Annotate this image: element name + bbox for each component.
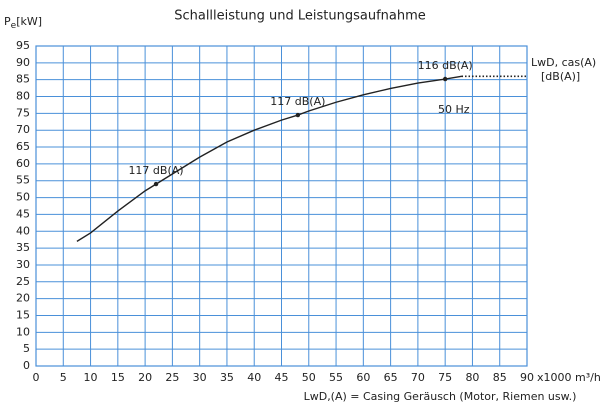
x-tick-label: 65 bbox=[384, 371, 398, 384]
marker bbox=[442, 76, 448, 82]
x-tick-label: 85 bbox=[493, 371, 507, 384]
y-tick-label: 35 bbox=[16, 241, 30, 254]
y-tick-label: 0 bbox=[23, 359, 30, 372]
curve bbox=[76, 75, 462, 242]
y-tick-label: 55 bbox=[16, 174, 30, 187]
x-tick-label: 15 bbox=[111, 371, 125, 384]
x-tick-label: 50 bbox=[302, 371, 316, 384]
y-tick-label: 90 bbox=[16, 56, 30, 69]
marker bbox=[295, 112, 301, 118]
y-tick-label: 20 bbox=[16, 292, 30, 305]
y-label-main: P bbox=[4, 15, 11, 28]
y-tick-label: 45 bbox=[16, 207, 30, 220]
x-tick-label: 55 bbox=[329, 371, 343, 384]
y-tick-label: 50 bbox=[16, 191, 30, 204]
frequency-note: 50 Hz bbox=[438, 103, 470, 116]
chart-title: Schallleistung und Leistungsaufnahme bbox=[174, 9, 426, 24]
marker-label: 116 dB(A) bbox=[418, 59, 473, 72]
right-note: LwD, cas(A) bbox=[531, 56, 596, 69]
x-tick-label: 20 bbox=[138, 371, 152, 384]
x-tick-label: 60 bbox=[356, 371, 370, 384]
y-tick-label: 30 bbox=[16, 258, 30, 271]
x-axis-label: x1000 m³/h bbox=[537, 371, 600, 384]
x-tick-label: 90 bbox=[520, 371, 534, 384]
x-tick-label: 5 bbox=[60, 371, 67, 384]
x-tick-label: 45 bbox=[275, 371, 289, 384]
y-tick-label: 5 bbox=[23, 342, 30, 355]
x-tick-label: 0 bbox=[33, 371, 40, 384]
y-label-unit: [kW] bbox=[16, 15, 42, 28]
x-tick-label: 10 bbox=[84, 371, 98, 384]
footnote: LwD,(A) = Casing Geräusch (Motor, Riemen… bbox=[304, 390, 577, 403]
marker-label: 117 dB(A) bbox=[270, 95, 325, 108]
y-axis-label: Pe[kW] bbox=[4, 15, 42, 31]
y-tick-label: 80 bbox=[16, 90, 30, 103]
x-tick-label: 75 bbox=[438, 371, 452, 384]
x-tick-label: 40 bbox=[247, 371, 261, 384]
y-tick-label: 75 bbox=[16, 106, 30, 119]
x-tick-label: 35 bbox=[220, 371, 234, 384]
marker bbox=[153, 181, 159, 187]
x-tick-label: 25 bbox=[165, 371, 179, 384]
y-tick-label: 65 bbox=[16, 140, 30, 153]
y-tick-label: 70 bbox=[16, 123, 30, 136]
x-tick-label: 80 bbox=[465, 371, 479, 384]
y-tick-label: 25 bbox=[16, 275, 30, 288]
y-tick-label: 40 bbox=[16, 224, 30, 237]
y-tick-label: 15 bbox=[16, 308, 30, 321]
y-tick-label: 95 bbox=[16, 39, 30, 52]
y-label-sub: e bbox=[11, 21, 17, 31]
y-tick-label: 60 bbox=[16, 157, 30, 170]
marker-label: 117 dB(A) bbox=[128, 164, 183, 177]
y-tick-label: 85 bbox=[16, 73, 30, 86]
right-note: [dB(A)] bbox=[541, 70, 580, 83]
x-tick-label: 70 bbox=[411, 371, 425, 384]
x-tick-label: 30 bbox=[193, 371, 207, 384]
y-tick-label: 10 bbox=[16, 325, 30, 338]
